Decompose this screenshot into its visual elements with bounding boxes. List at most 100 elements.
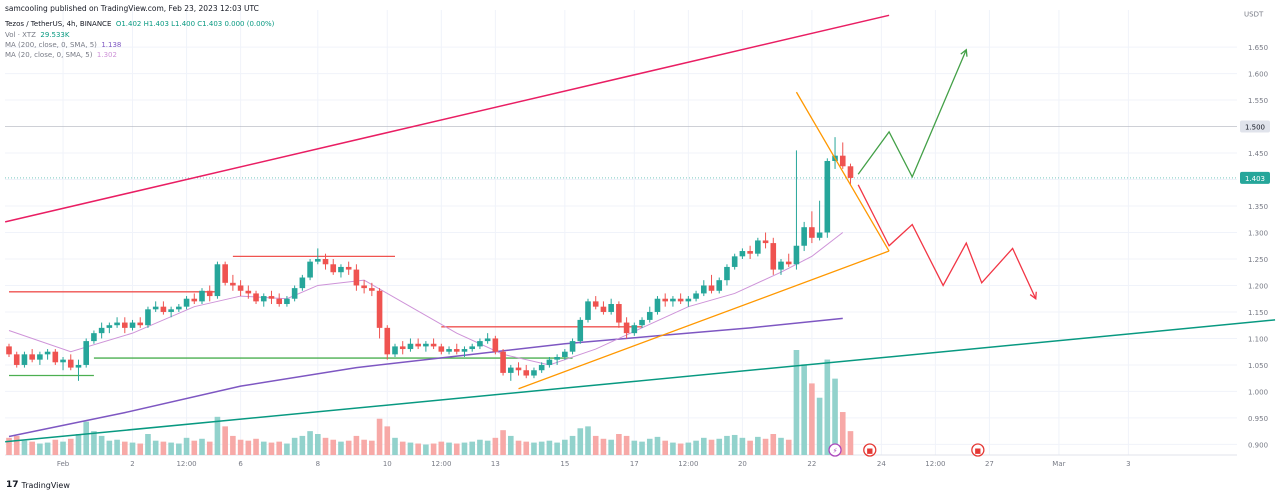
volume-bar xyxy=(106,440,113,455)
volume-bar xyxy=(361,439,367,455)
candle-body xyxy=(75,364,82,368)
x-tick-label: 8 xyxy=(316,460,320,468)
volume-bar xyxy=(608,439,614,455)
volume-bar xyxy=(191,440,198,455)
volume-bar xyxy=(731,434,738,455)
y-tick-label: 1.250 xyxy=(1248,256,1268,264)
x-tick-label: 12:00 xyxy=(925,460,945,468)
candle-body xyxy=(461,349,468,352)
bearish-projection-path xyxy=(857,184,1037,299)
dividend-event-icon: ⚡ xyxy=(828,443,842,457)
candle-body xyxy=(315,258,321,262)
y-tick-label: 1.100 xyxy=(1248,335,1268,343)
candle-body xyxy=(446,349,452,352)
volume-legend[interactable]: Vol · XTZ 29.533K xyxy=(5,31,69,39)
x-tick-label: 22 xyxy=(807,460,816,468)
tradingview-logo[interactable]: 17 TradingView xyxy=(6,480,70,490)
bearish-arrowhead xyxy=(1029,291,1037,300)
candle-body xyxy=(809,227,815,238)
volume-bar xyxy=(75,434,82,455)
candle-body xyxy=(616,304,622,323)
tradingview-logo-icon: 17 xyxy=(6,480,19,490)
candle-body xyxy=(731,256,738,267)
candle-body xyxy=(276,298,282,305)
ohlc-readout: O1.402 H1.403 L1.400 C1.403 0.000 (0.00%… xyxy=(115,20,275,28)
ma200-legend[interactable]: MA (200, close, 0, SMA, 5) 1.138 xyxy=(5,41,121,49)
ma20-label: MA (20, close, 0, SMA, 5) xyxy=(5,51,93,59)
x-tick-label: 27 xyxy=(985,460,994,468)
volume-bar xyxy=(276,441,282,455)
candle-body xyxy=(122,322,128,328)
candle-body xyxy=(83,341,89,365)
volume-bar xyxy=(430,443,437,455)
candle-body xyxy=(13,354,20,365)
candle-body xyxy=(260,296,267,302)
y-tick-label: 1.650 xyxy=(1248,44,1268,52)
volume-bar xyxy=(477,439,483,455)
tradingview-logo-text: TradingView xyxy=(21,480,70,490)
x-tick-label: 12:00 xyxy=(431,460,451,468)
candle-body xyxy=(299,277,306,289)
volume-bar xyxy=(500,430,506,455)
volume-bar xyxy=(461,442,468,455)
volume-bar xyxy=(600,438,607,455)
volume-bar xyxy=(353,435,360,455)
x-tick-label: 10 xyxy=(383,460,392,468)
volume-bar xyxy=(670,442,676,455)
candle-body xyxy=(801,227,807,246)
volume-bar xyxy=(423,444,429,455)
candle-body xyxy=(52,351,59,363)
volume-bar xyxy=(569,435,576,455)
candle-body xyxy=(623,322,630,334)
candle-body xyxy=(793,245,800,265)
volume-bar xyxy=(67,438,74,455)
ma20-legend[interactable]: MA (20, close, 0, SMA, 5) 1.302 xyxy=(5,51,117,59)
symbol-legend[interactable]: Tezos / TetherUS, 4h, BINANCE O1.402 H1.… xyxy=(5,20,274,28)
volume-bar xyxy=(384,426,391,455)
volume-bar xyxy=(160,441,167,455)
y-tick-label: 1.000 xyxy=(1248,388,1268,396)
ma20-value: 1.302 xyxy=(96,51,117,59)
volume-bar xyxy=(523,441,530,455)
x-tick-label: 17 xyxy=(630,460,639,468)
candle-body xyxy=(307,261,313,278)
volume-bar xyxy=(662,440,668,455)
candle-body xyxy=(384,327,391,355)
volume-bar xyxy=(60,441,66,455)
ma200-label: MA (200, close, 0, SMA, 5) xyxy=(5,41,97,49)
volume-bar xyxy=(122,441,128,455)
candle-body xyxy=(330,264,337,273)
volume-bar xyxy=(492,437,499,455)
bullish-arrowhead xyxy=(960,48,968,57)
candle-body xyxy=(145,309,151,326)
candle-body xyxy=(708,285,715,291)
channel-top-line xyxy=(4,14,890,223)
economic-event-icon-glyph: ■ xyxy=(975,447,982,455)
volume-bar xyxy=(716,438,723,455)
volume-bar xyxy=(685,442,692,455)
volume-bar xyxy=(747,440,753,455)
y-tick-label: 1.150 xyxy=(1248,309,1268,317)
candle-body xyxy=(685,298,692,302)
volume-bar xyxy=(592,435,599,455)
candle-body xyxy=(747,251,753,254)
candle-body xyxy=(824,160,831,233)
candle-body xyxy=(662,298,668,302)
volume-bar xyxy=(206,441,213,455)
candle-body xyxy=(430,343,437,347)
volume-bar xyxy=(291,437,298,455)
volume-bar xyxy=(484,440,491,455)
volume-bar xyxy=(315,434,321,455)
candle-body xyxy=(608,304,614,312)
candle-body xyxy=(376,290,383,328)
candle-body xyxy=(415,343,421,347)
volume-bar xyxy=(369,440,375,455)
volume-bar xyxy=(345,440,352,455)
volume-bar xyxy=(554,442,560,455)
x-tick-label: 2 xyxy=(130,460,134,468)
candle-body xyxy=(160,306,167,312)
ma200-value: 1.138 xyxy=(101,41,122,49)
candle-body xyxy=(268,296,275,299)
candle-body xyxy=(60,359,66,363)
